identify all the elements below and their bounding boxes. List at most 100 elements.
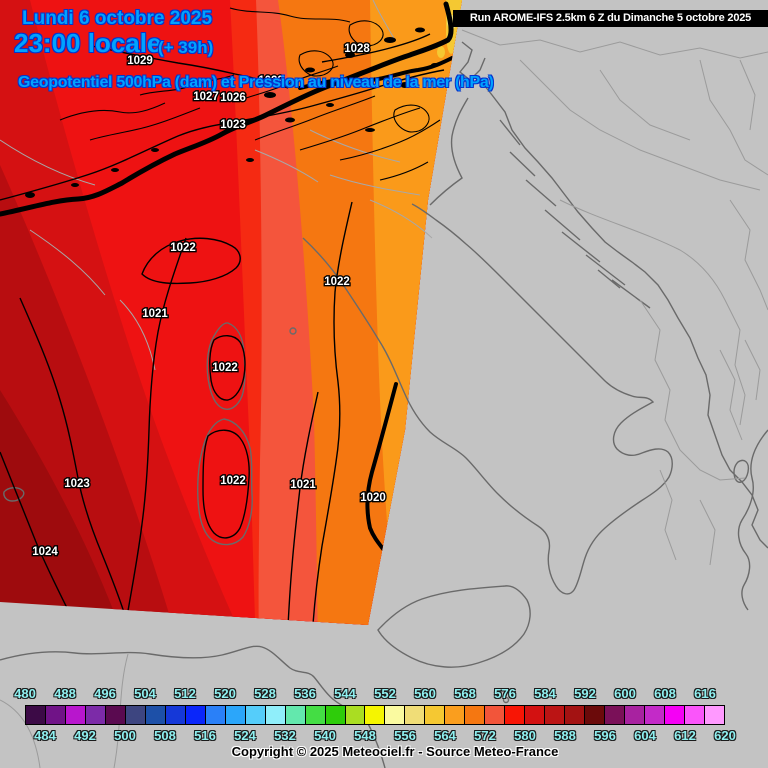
pressure-value-label: 1024 bbox=[32, 546, 58, 558]
isobars-and-relief bbox=[0, 1, 454, 625]
pressure-value-label: 1029 bbox=[127, 55, 153, 67]
chart-parameter-title: Geopotentiel 500hPa (dam) et Pression au… bbox=[18, 74, 494, 91]
copyright-notice: Copyright © 2025 Meteociel.fr - Source M… bbox=[231, 744, 559, 759]
pressure-value-label: 1022 bbox=[324, 276, 350, 288]
colorbar-cell bbox=[265, 706, 286, 724]
colorbar-cell bbox=[605, 706, 626, 724]
model-run-info: Run AROME-IFS 2.5km 6 Z du Dimanche 5 oc… bbox=[453, 10, 768, 27]
pressure-value-label: 1022 bbox=[170, 242, 196, 254]
malta-island bbox=[502, 696, 510, 704]
pressure-value-label: 1023 bbox=[64, 478, 90, 490]
colorbar-tick-label: 560 bbox=[414, 686, 436, 701]
colorbar-tick-label: 620 bbox=[714, 728, 736, 743]
colorbar-cell bbox=[245, 706, 266, 724]
colorbar-cell bbox=[485, 706, 506, 724]
colorbar-cell bbox=[565, 706, 586, 724]
colorbar-cell bbox=[125, 706, 146, 724]
colorbar-tick-label: 556 bbox=[394, 728, 416, 743]
colorbar-tick-label: 600 bbox=[614, 686, 636, 701]
colorbar-tick-label: 504 bbox=[134, 686, 156, 701]
colorbar-tick-label: 612 bbox=[674, 728, 696, 743]
colorbar-tick-label: 596 bbox=[594, 728, 616, 743]
local-time-label: 23:00 locale bbox=[14, 28, 162, 58]
colorbar-cell bbox=[684, 706, 705, 724]
greece-coastline bbox=[737, 429, 768, 611]
colorbar-tick-label: 496 bbox=[94, 686, 116, 701]
adriatic-islands bbox=[499, 119, 651, 309]
colorbar-tick-label: 528 bbox=[254, 686, 276, 701]
colorbar-tick-label: 532 bbox=[274, 728, 296, 743]
colorbar-tick-label: 516 bbox=[194, 728, 216, 743]
colorbar-cell bbox=[285, 706, 306, 724]
sicily-coastline bbox=[377, 585, 531, 668]
colorbar-tick-label: 604 bbox=[634, 728, 656, 743]
admin-borders-po-valley bbox=[254, 0, 433, 239]
pressure-value-label: 1029 bbox=[258, 75, 284, 87]
colorbar-tick-label: 480 bbox=[14, 686, 36, 701]
colorbar-cell bbox=[185, 706, 206, 724]
colorbar-cell bbox=[105, 706, 126, 724]
colorbar-cell bbox=[345, 706, 366, 724]
colorbar-cell bbox=[405, 706, 426, 724]
colorbar-cell bbox=[645, 706, 665, 724]
colorbar-cell bbox=[85, 706, 106, 724]
colorbar-cell bbox=[385, 706, 406, 724]
colorbar-tick-label: 608 bbox=[654, 686, 676, 701]
colorbar-cell bbox=[545, 706, 566, 724]
colorbar-cell bbox=[165, 706, 186, 724]
colorbar-cell bbox=[365, 706, 386, 724]
colorbar-cell bbox=[305, 706, 326, 724]
pressure-value-label: 1026 bbox=[220, 92, 246, 104]
colorbar-cell bbox=[585, 706, 606, 724]
colorbar-tick-label: 564 bbox=[434, 728, 456, 743]
colorbar-cell bbox=[145, 706, 166, 724]
pressure-value-label: 1022 bbox=[220, 475, 246, 487]
colorbar-tick-label: 544 bbox=[334, 686, 356, 701]
colorbar-cell bbox=[45, 706, 66, 724]
colorbar-tick-label: 548 bbox=[354, 728, 376, 743]
colorbar-tick-label: 540 bbox=[314, 728, 336, 743]
colorbar-tick-label: 592 bbox=[574, 686, 596, 701]
colorbar-tick-label: 588 bbox=[554, 728, 576, 743]
pressure-value-label: 1022 bbox=[212, 362, 238, 374]
pressure-labels: 1029 1028 1027 1026 1029 1023 1022 1022 1021 1022… bbox=[31, 42, 387, 560]
colorbar-tick-label: 500 bbox=[114, 728, 136, 743]
italy-coastline bbox=[302, 203, 673, 595]
menorca-island bbox=[3, 487, 25, 502]
colorbar-tick-label: 484 bbox=[34, 728, 56, 743]
colorbar-cell bbox=[205, 706, 226, 724]
pressure-value-label: 1021 bbox=[142, 308, 168, 320]
colorbar-tick-label: 584 bbox=[534, 686, 556, 701]
colorbar-cell bbox=[665, 706, 685, 724]
colorbar-tick-label: 572 bbox=[474, 728, 496, 743]
colorbar-cell bbox=[65, 706, 86, 724]
venice-trieste-coast bbox=[429, 97, 469, 206]
colorbar-cell bbox=[445, 706, 466, 724]
colorbar-cell bbox=[26, 706, 46, 724]
istria-peninsula bbox=[459, 41, 486, 81]
colorbar-cell bbox=[505, 706, 526, 724]
colorbar-tick-label: 536 bbox=[294, 686, 316, 701]
pressure-value-label: 1021 bbox=[290, 479, 316, 491]
colorbar-tick-label: 488 bbox=[54, 686, 76, 701]
colorbar-tick-label: 580 bbox=[514, 728, 536, 743]
colorbar-cell bbox=[625, 706, 646, 724]
forecast-offset-label: (+ 39h) bbox=[158, 38, 214, 57]
geopotential-colorbar bbox=[25, 705, 725, 725]
colorbar-tick-label: 616 bbox=[694, 686, 716, 701]
elba-island bbox=[289, 327, 297, 335]
colorbar-tick-label: 520 bbox=[214, 686, 236, 701]
colorbar-tick-label: 576 bbox=[494, 686, 516, 701]
colorbar-cell bbox=[465, 706, 486, 724]
colorbar-cell bbox=[704, 706, 724, 724]
colorbar-tick-label: 524 bbox=[234, 728, 256, 743]
pressure-value-label: 1028 bbox=[344, 43, 370, 55]
date-label: Lundi 6 octobre 2025 bbox=[22, 8, 213, 29]
colorbar-cell bbox=[425, 706, 446, 724]
corfu-island bbox=[733, 459, 750, 483]
pressure-value-label: 1023 bbox=[220, 119, 246, 131]
admin-borders-balkans bbox=[461, 29, 768, 566]
colorbar-tick-label: 492 bbox=[74, 728, 96, 743]
